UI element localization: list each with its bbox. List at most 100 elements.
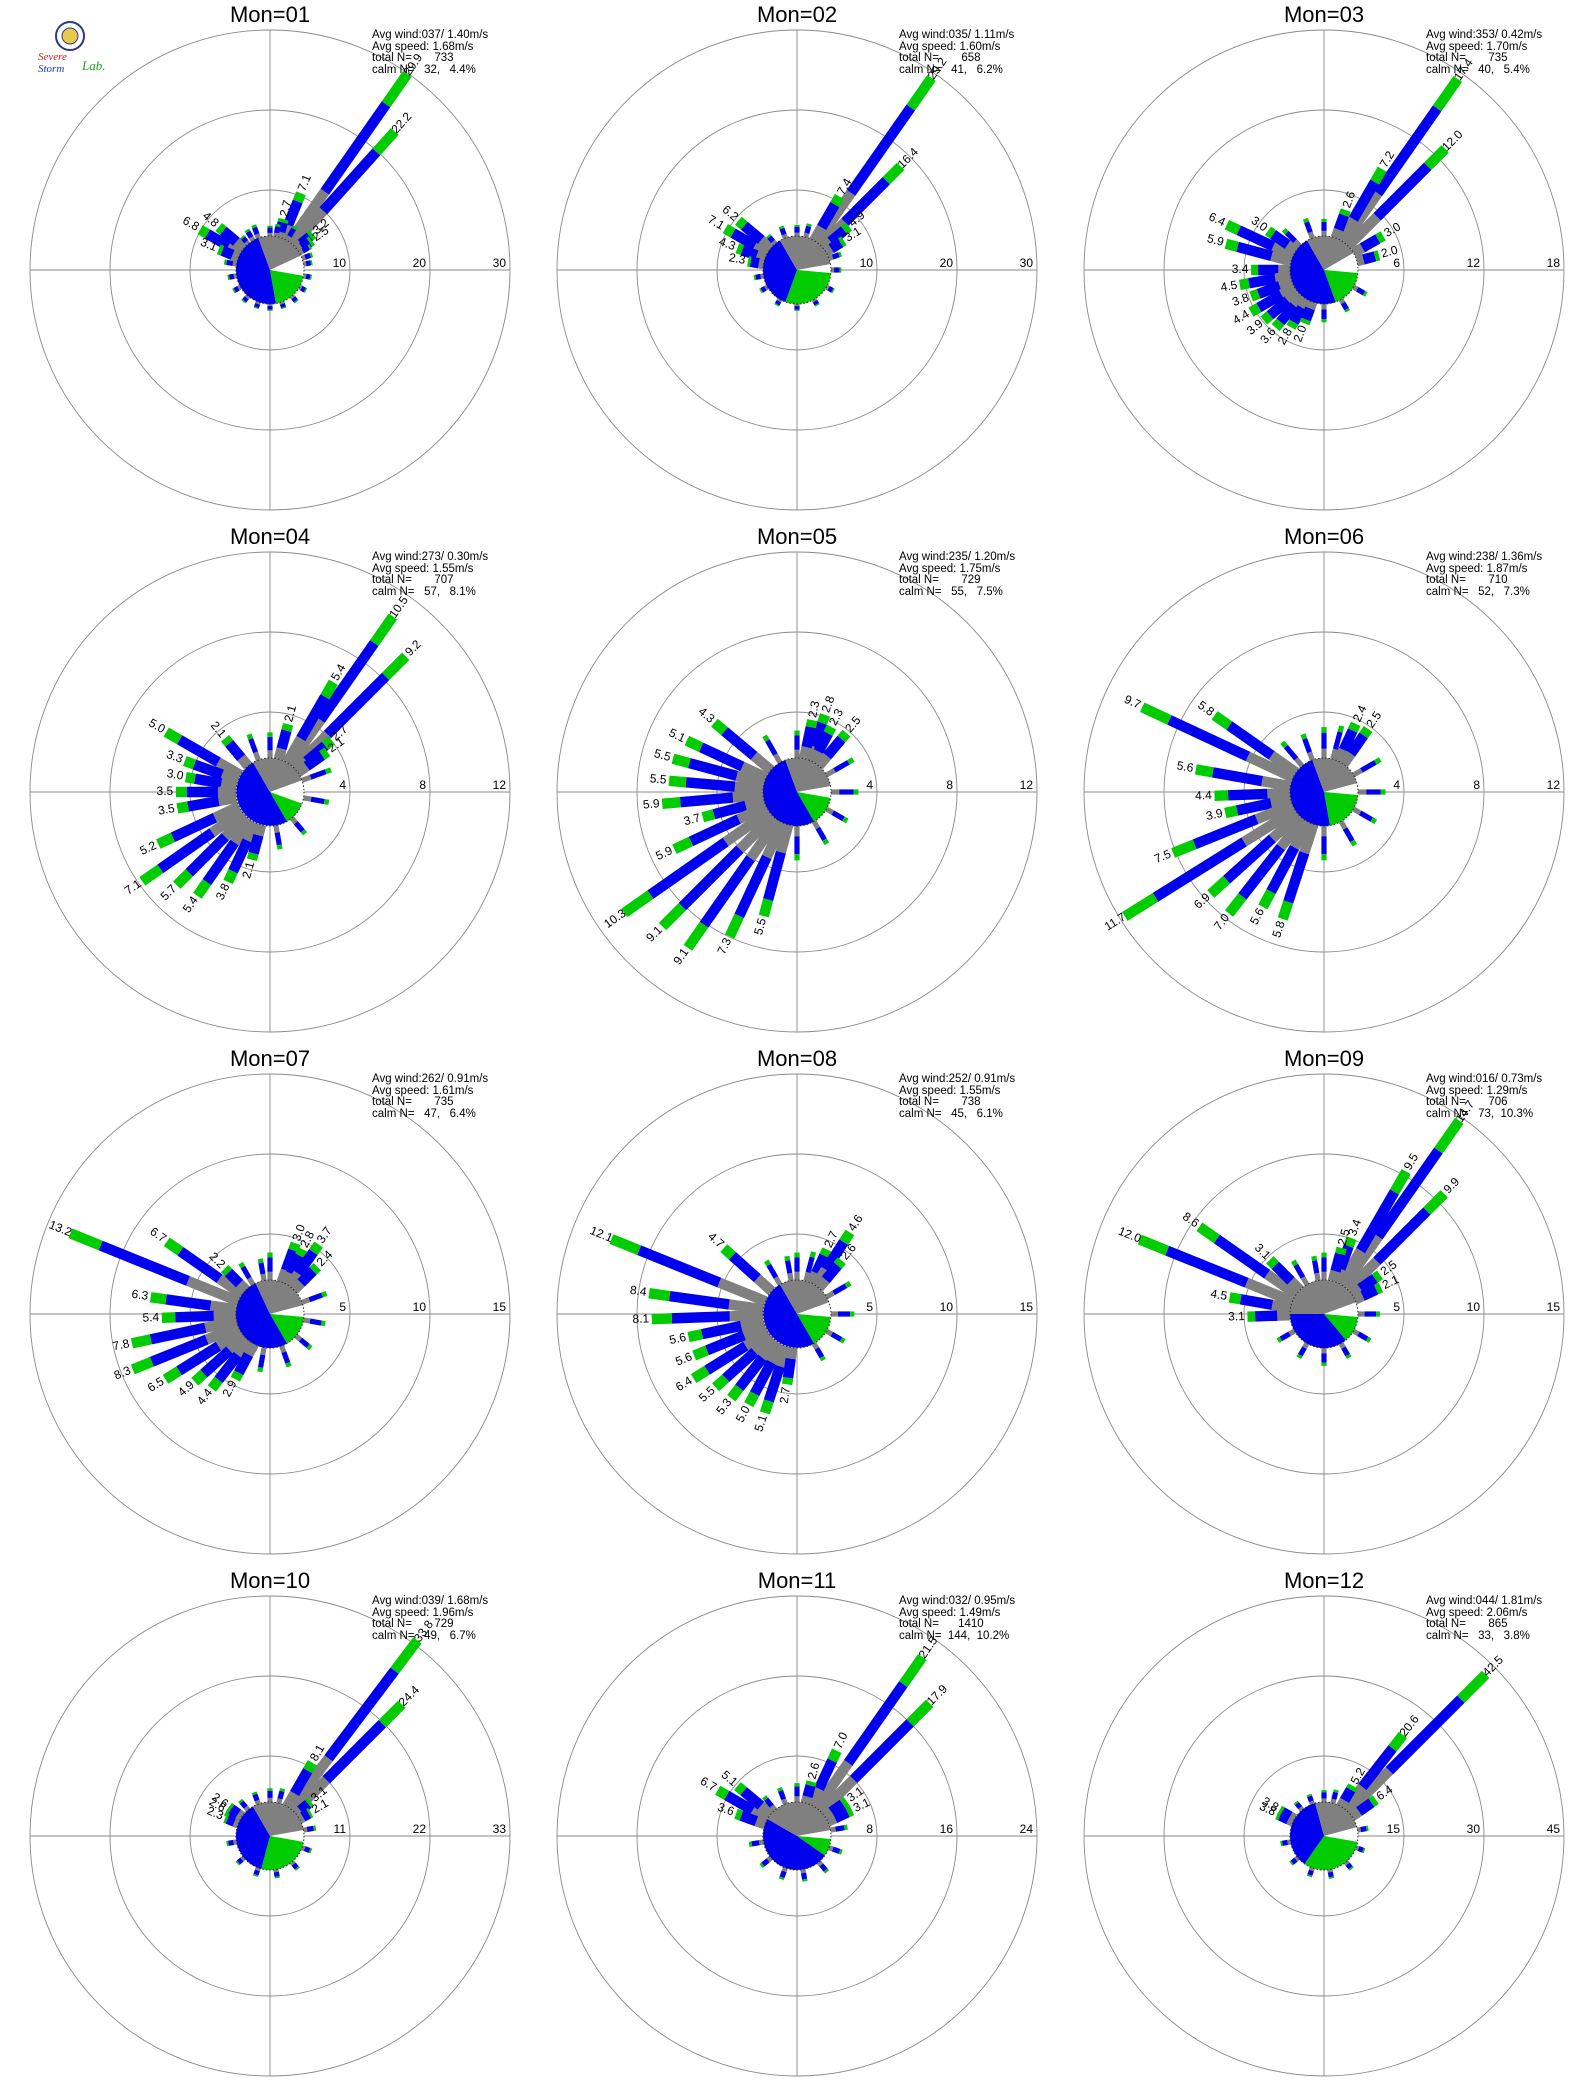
calm-pie [762, 1801, 832, 1871]
direction-bar [1321, 727, 1327, 758]
pie-slice [1324, 1302, 1358, 1317]
bar-slow-segment [1352, 806, 1362, 816]
bar-slow-segment [1339, 750, 1356, 768]
bar-fast-segment [238, 1798, 244, 1804]
bar-value-label: 4.4 [194, 1385, 216, 1407]
bar-slow-segment [1343, 1860, 1350, 1866]
bar-mid-segment [785, 1260, 793, 1274]
stat-avg-speed: Avg speed: 1.87m/s [1426, 562, 1528, 575]
bar-fast-segment [163, 727, 183, 745]
bar-fast-segment [1260, 311, 1274, 325]
pie-slice [797, 1302, 831, 1317]
bar-mid-segment [1338, 728, 1358, 753]
bar-mid-segment [794, 836, 800, 855]
bar-fast-segment [764, 1259, 771, 1267]
direction-bar: 6.2 [720, 202, 775, 253]
stats-block: Avg wind:037/ 1.40m/s Avg speed: 1.68m/s t… [372, 29, 489, 76]
calm-pie [235, 235, 305, 305]
pie-slice [797, 786, 831, 798]
pie-slice [270, 1305, 304, 1317]
stat-total: total N= 710 [1426, 574, 1508, 586]
bar-mid-segment [704, 1341, 749, 1375]
bar-fast-segment [1348, 1866, 1354, 1871]
bar-mid-segment [322, 1719, 387, 1784]
bar-slow-segment [812, 1759, 853, 1812]
bar-fast-segment [223, 1813, 230, 1824]
stat-total: total N= 735 [372, 1096, 454, 1108]
bar-slow-segment [803, 232, 810, 238]
bar-fast-segment [306, 236, 315, 247]
direction-bar [777, 1787, 788, 1805]
bar-fast-segment [251, 224, 257, 229]
bar-slow-segment [1336, 216, 1358, 244]
bar-mid-segment [821, 1262, 842, 1284]
bar-mid-segment [730, 228, 758, 251]
stat-avg-wind: Avg wind:037/ 1.40m/s [372, 29, 489, 41]
bar-fast-segment [220, 1264, 233, 1277]
bar-slow-segment [247, 1276, 256, 1286]
bar-mid-segment [1356, 1798, 1375, 1816]
wind-rose-panel: Mon=12 15 30 45 42.5 20.6 5.2 6.4 3.8 3.8 Avg wind… [1054, 1566, 1580, 2088]
bar-value-label: 4.3 [696, 704, 718, 726]
bar-slow-segment [204, 1321, 241, 1345]
bar-fast-segment [230, 1370, 244, 1382]
bar-fast-segment [1321, 1790, 1327, 1793]
bar-slow-segment [289, 816, 298, 825]
bar-fast-segment [683, 921, 709, 951]
bar-value-label: 9.5 [1401, 1151, 1422, 1173]
bar-mid-segment [1373, 1147, 1443, 1240]
direction-bar: 5.6 [1176, 758, 1292, 792]
bar-fast-segment [257, 1366, 264, 1373]
bar-fast-segment [1276, 1336, 1283, 1343]
bar-mid-segment [1356, 286, 1366, 296]
bar-mid-segment [1321, 1353, 1327, 1363]
direction-bar [1327, 1869, 1335, 1879]
bar-mid-segment [1312, 1260, 1320, 1274]
bar-fast-segment [207, 1376, 223, 1392]
bar-mid-segment [309, 769, 327, 780]
bar-slow-segment [267, 304, 273, 307]
bar-fast-segment [1224, 238, 1240, 252]
bar-fast-segment [899, 1654, 927, 1688]
bar-fast-segment [175, 786, 187, 798]
bar-slow-segment [230, 816, 255, 846]
bar-mid-segment [1307, 1795, 1314, 1803]
panel-title: Mon=08 [757, 1046, 837, 1071]
ring-label: 6 [1393, 256, 1400, 270]
direction-bar [301, 767, 332, 783]
bar-mid-segment [739, 1810, 759, 1827]
bar-fast-segment [1373, 250, 1381, 262]
bar-fast-segment [1365, 1336, 1372, 1343]
bar-value-label: 9.7 [1122, 692, 1143, 712]
direction-bar [227, 273, 237, 281]
bar-mid-segment [301, 245, 311, 254]
pie-outline [762, 1279, 832, 1349]
bar-value-label: 2.3 [728, 250, 747, 267]
bar-fast-segment [715, 1785, 730, 1800]
wind-rose-panel: Mon=05 4 8 12 2.8 2.3 2.5 2.3 4.3 5.1 5.5 5.5 5.9 3.7… [527, 522, 1054, 1044]
bar-mid-segment [678, 845, 744, 911]
stat-avg-wind: Avg wind:353/ 0.42m/s [1426, 29, 1543, 41]
bar-mid-segment [841, 176, 891, 226]
bar-fast-segment [1248, 303, 1262, 317]
bar-slow-segment [1290, 292, 1307, 309]
bar-fast-segment [1344, 307, 1351, 313]
bar-slow-segment [186, 1276, 241, 1307]
bar-mid-segment [821, 1239, 849, 1273]
bar-fast-segment [184, 772, 196, 784]
bar-value-label: 3.0 [166, 766, 185, 783]
wind-rose-panel: Mon=11 8 16 24 21.5 17.9 7.0 2.6 3.1 3.1 6.7 5.1 3.6… [527, 1566, 1054, 2088]
bar-mid-segment [225, 1814, 237, 1827]
direction-bar [1276, 1328, 1296, 1343]
bar-mid-segment [1239, 1294, 1274, 1310]
bar-slow-segment [243, 1805, 251, 1812]
bar-fast-segment [1280, 740, 1288, 749]
pie-slice [270, 758, 302, 792]
bar-fast-segment [1137, 1234, 1170, 1256]
direction-bar [794, 1252, 800, 1280]
bar-mid-segment [1330, 1252, 1346, 1273]
bar-value-label: 8.6 [1180, 1209, 1202, 1230]
direction-bar [298, 244, 313, 256]
